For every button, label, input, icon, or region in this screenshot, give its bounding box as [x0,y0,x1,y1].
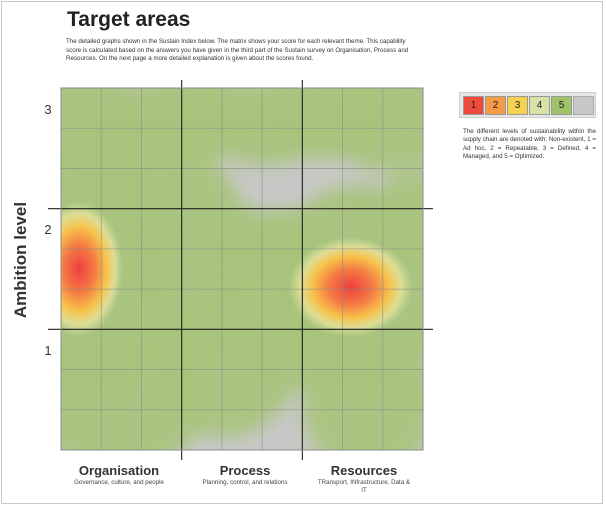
legend-swatch-3: 3 [507,95,528,115]
heatmap-blob [199,208,297,294]
heatmap-blob [61,329,206,450]
column-subtitle-organisation: Governance, culture, and people [74,479,164,486]
y-tick-label-2: 2 [44,222,52,237]
heatmap-blob [302,323,423,450]
y-tick-label-1: 1 [44,343,52,358]
column-subtitle-resources: TRansport, INfrastructure, Data & IT [317,479,411,494]
intro-text: The detailed graphs shown in the Sustain… [66,38,409,63]
legend-note: The different levels of sustainability w… [463,128,596,160]
heatmap-axes [48,80,433,460]
y-axis-label: Ambition level [11,201,30,319]
hotspot-resources [288,237,413,338]
y-tick-label-3: 3 [44,102,52,117]
legend-swatch-2: 2 [485,95,506,115]
legend-swatch-none [573,95,594,115]
color-legend: 1 2 3 4 5 [459,92,596,118]
column-title-resources: Resources [330,463,398,478]
heatmap-blob [320,88,423,173]
page-title: Target areas [67,8,191,31]
heatmap-hotspots [61,201,413,338]
plot-border [60,87,424,451]
legend-swatch-4: 4 [529,95,550,115]
hotspot-organisation [61,201,124,337]
column-title-process: Process [219,463,271,478]
column-subtitle-process: Planning, control, and relations [202,479,288,486]
legend-swatch-1: 1 [463,95,484,115]
legend-swatch-5: 5 [551,95,572,115]
column-title-organisation: Organisation [78,463,160,478]
